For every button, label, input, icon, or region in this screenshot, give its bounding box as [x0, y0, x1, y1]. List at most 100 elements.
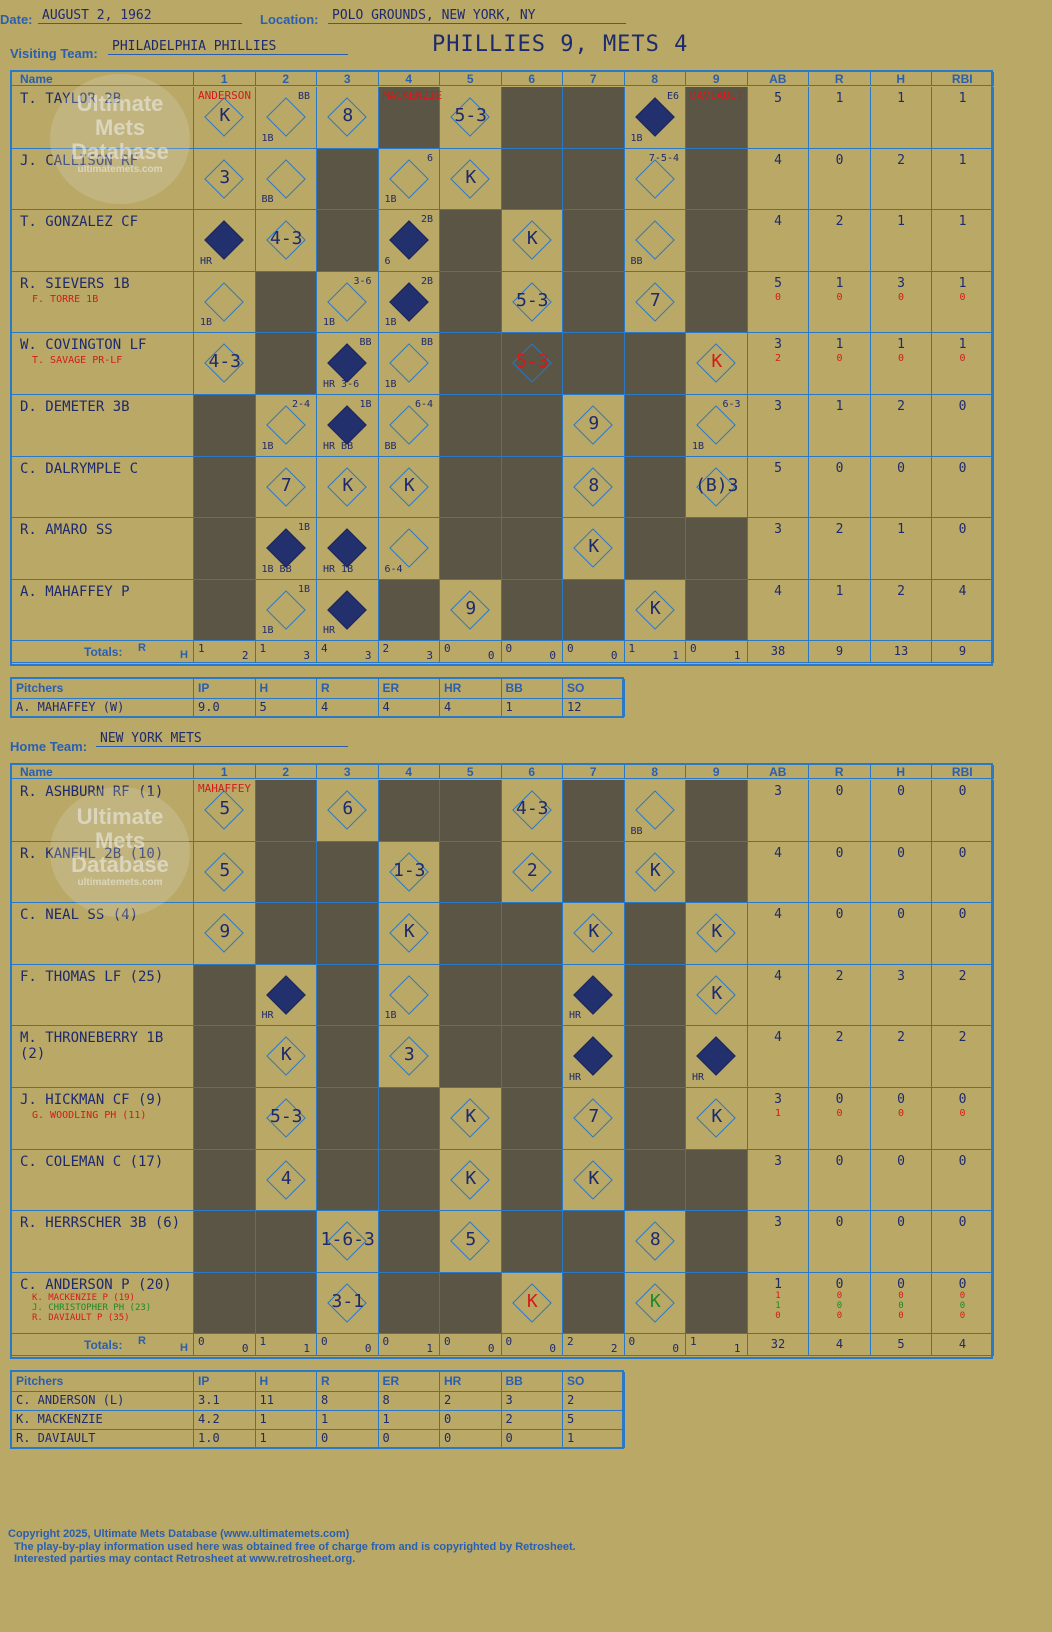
stat-value: 2 — [835, 968, 844, 984]
at-bat-cell — [501, 964, 563, 1027]
stat-cell: 0 — [809, 841, 871, 904]
at-bat-cell — [194, 1272, 256, 1335]
pitcher-stat: 4.2 — [194, 1410, 256, 1429]
player-name: T. TAYLOR 2B — [20, 91, 122, 107]
inning-runs: 1 — [690, 1335, 697, 1349]
at-bat-cell: 6 1B — [378, 148, 440, 211]
pitcher-stat: 2 — [440, 1391, 502, 1410]
play-note: 2B — [420, 214, 433, 226]
stat-value: 3 — [774, 399, 782, 414]
inning-header-3: 3 — [317, 765, 379, 779]
at-bat-cell: 5 — [440, 1211, 502, 1273]
stat-value: 2 — [897, 399, 905, 414]
sub-stat-value: 0 — [897, 291, 905, 303]
base-diamond — [265, 974, 306, 1015]
stat-value: 0 — [835, 1215, 844, 1231]
play-note: 1B — [297, 522, 310, 534]
at-bat-cell — [624, 395, 686, 457]
stat-cell: 2 — [809, 1026, 871, 1088]
at-bat-cell — [563, 780, 625, 842]
inning-runs: 1 — [628, 642, 636, 656]
play-note: 1B — [630, 132, 643, 144]
at-bat-cell — [624, 456, 686, 519]
stat-value: 5 — [774, 275, 782, 291]
pitcher-name: A. MAHAFFEY (W) — [12, 698, 194, 717]
at-bat-cell: 6-4 — [378, 518, 440, 580]
inning-runs: 0 — [198, 1335, 205, 1349]
stat-cell: 2 — [870, 1026, 932, 1088]
pitcher-stat: 8 — [317, 1391, 379, 1410]
player-name: C. DALRYMPLE C — [20, 460, 139, 477]
play-note: 1B — [384, 317, 397, 329]
at-bat-cell — [563, 1272, 625, 1335]
stat-cell: 0 — [870, 780, 932, 842]
stat-cell: 1 — [809, 579, 871, 642]
at-bat-cell: K — [563, 903, 625, 965]
pitcher-stat: 9.0 — [194, 698, 256, 717]
pitcher-stat-header: H — [256, 679, 317, 698]
stat-cell: 0 — [809, 780, 871, 842]
stat-value: 3 — [774, 1153, 782, 1169]
at-bat-cell — [501, 579, 563, 642]
pitcher-stat-header: SO — [563, 679, 625, 698]
at-bat-cell — [686, 1211, 748, 1273]
inning-runs: 4 — [321, 642, 328, 656]
pitcher-stat-header: ER — [379, 679, 440, 698]
at-bat-cell: 1B HR BB — [317, 395, 379, 457]
play-result: 1-6-3 — [320, 1229, 375, 1251]
player-name: R. SIEVERS 1B — [20, 275, 130, 292]
inning-header-2: 2 — [255, 765, 317, 779]
copyright-line: Copyright 2025, Ultimate Mets Database (… — [8, 1528, 350, 1540]
stat-value: 2 — [835, 214, 844, 230]
stat-total-cell: 13 — [870, 641, 932, 664]
stat-cell: 0 — [809, 903, 871, 965]
stat-total: 32 — [770, 1337, 786, 1352]
at-bat-cell: 3-6 1B — [317, 271, 379, 334]
inning-hits: 2 — [241, 649, 249, 663]
stat-value: 4 — [774, 845, 782, 861]
play-result: 2 — [526, 859, 538, 881]
pitcher-stat: 0 — [440, 1410, 502, 1429]
play-note: HR — [692, 1071, 705, 1083]
at-bat-cell — [194, 456, 256, 519]
stat-cell: 4 — [747, 148, 809, 211]
at-bat-cell: 1B 1B — [255, 579, 317, 642]
stat-cell: 0 — [932, 780, 994, 842]
at-bat-cell: K — [563, 1149, 625, 1212]
pitchers-label: Pitchers — [12, 679, 194, 698]
stat-value: 0 — [958, 399, 967, 414]
base-diamond — [265, 528, 306, 568]
at-bat-cell — [563, 87, 625, 149]
stat-cell: 0 — [932, 1211, 994, 1273]
at-bat-cell: 3 — [194, 148, 256, 211]
at-bat-cell — [501, 456, 563, 519]
stat-total-cell: 9 — [809, 641, 871, 664]
stat-value: 0 — [835, 460, 844, 476]
stat-cell: 2 — [870, 579, 932, 642]
inning-hits: 0 — [487, 649, 495, 663]
stat-value: 0 — [958, 522, 967, 538]
play-result: K — [342, 474, 354, 496]
base-diamond — [327, 343, 367, 384]
at-bat-cell — [624, 1026, 686, 1088]
play-result: 7 — [649, 289, 661, 311]
play-note: E6 — [666, 91, 679, 102]
pitcher-stat: 1 — [563, 1429, 625, 1448]
play-note: 1B — [692, 440, 705, 452]
sub-stat-value: 0 — [959, 353, 966, 365]
play-note: BB — [630, 255, 643, 267]
stat-header-r: R — [809, 72, 871, 86]
pitcher-stat: 0 — [379, 1429, 440, 1448]
play-note: 1B — [384, 378, 397, 390]
at-bat-cell: HR 1B — [317, 518, 379, 580]
play-result: K — [403, 921, 415, 943]
stat-cell: 2 — [809, 210, 871, 272]
at-bat-cell — [317, 1026, 379, 1088]
play-result: K — [711, 1106, 723, 1127]
stat-value: 1 — [897, 91, 905, 106]
at-bat-cell — [624, 333, 686, 395]
